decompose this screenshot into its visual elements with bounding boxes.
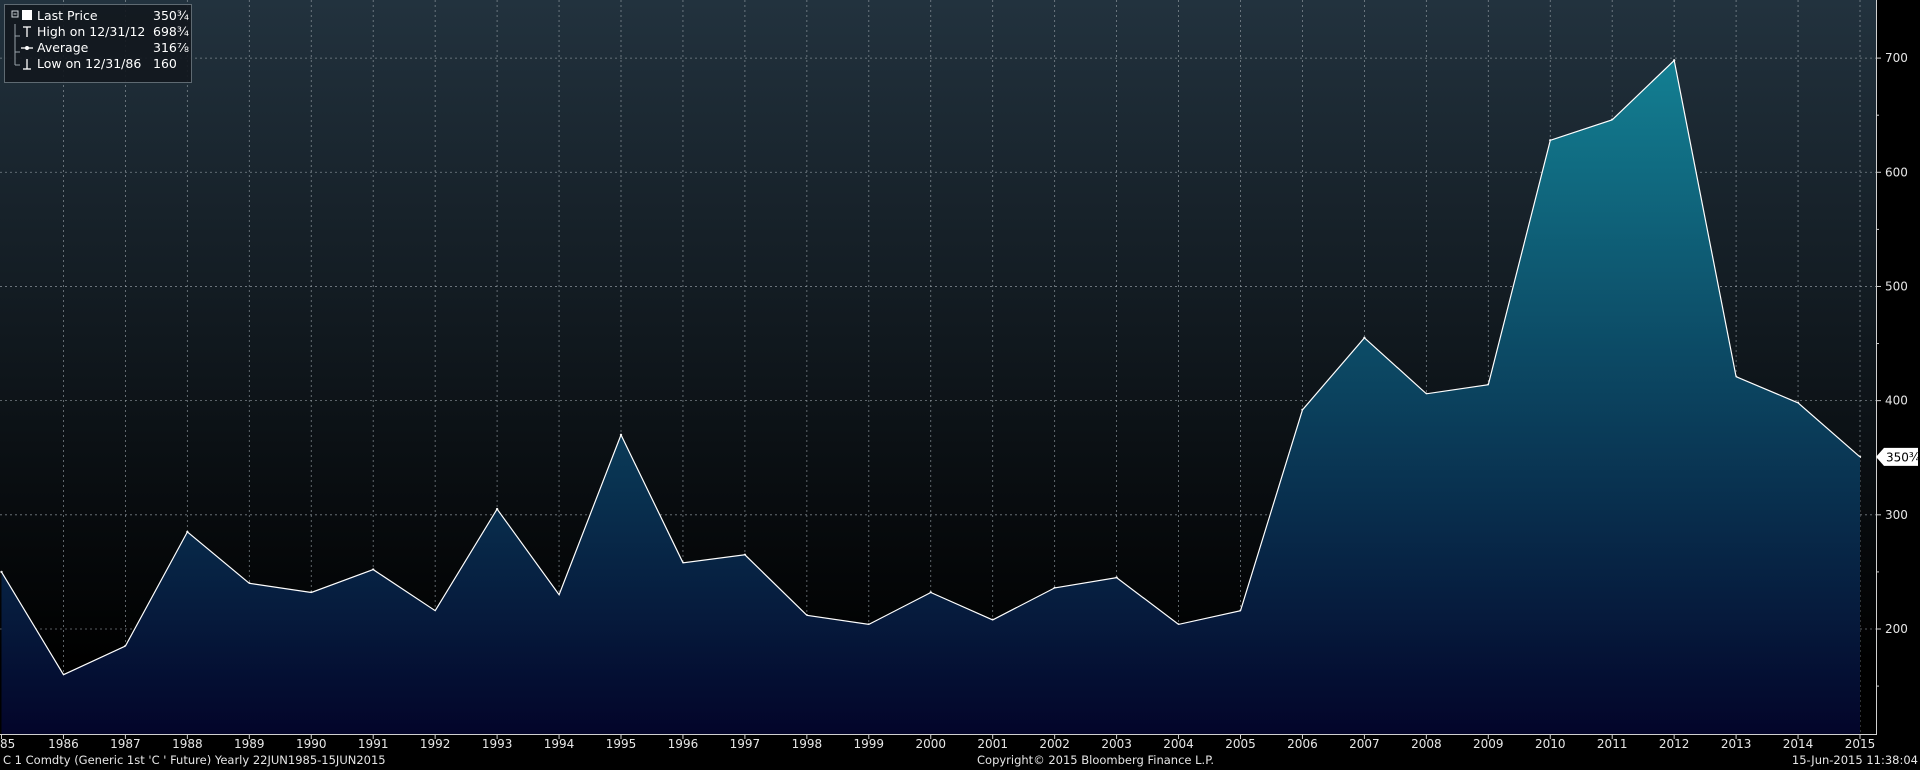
x-tick-label: 2013	[1721, 737, 1752, 751]
x-tick-label: 2012	[1659, 737, 1690, 751]
x-tick-label: 2008	[1411, 737, 1442, 751]
x-tick-label: 1999	[854, 737, 885, 751]
x-tick-label: 2010	[1535, 737, 1566, 751]
x-tick-label: 2009	[1473, 737, 1504, 751]
x-tick-label: 1991	[358, 737, 389, 751]
legend-value-average: 316⅞	[153, 40, 189, 55]
x-tick-label: 1987	[110, 737, 141, 751]
x-tick-label: 1988	[172, 737, 203, 751]
x-tick-label: 1996	[668, 737, 699, 751]
x-tick-label: 1990	[296, 737, 327, 751]
x-tick-label: 1995	[606, 737, 637, 751]
legend-value-last-price: 350¾	[153, 8, 189, 23]
x-tick-label: 1997	[730, 737, 761, 751]
legend-value-low: 160	[153, 56, 177, 71]
legend-item-high[interactable]: High on 12/31/12 698¾	[5, 24, 191, 40]
y-tick-label: 300	[1885, 508, 1908, 522]
x-tick-label: 2011	[1597, 737, 1628, 751]
x-tick-label: 2006	[1287, 737, 1318, 751]
x-tick-label: 2002	[1039, 737, 1070, 751]
legend-label-average: Average	[37, 40, 89, 55]
legend-item-low[interactable]: Low on 12/31/86 160	[5, 56, 191, 72]
y-tick-label: 500	[1885, 279, 1908, 293]
y-tick-label: 200	[1885, 622, 1908, 636]
x-tick-label: 2001	[977, 737, 1008, 751]
price-area	[1, 60, 1860, 735]
x-tick-label: 1992	[420, 737, 451, 751]
checkbox-square-icon[interactable]	[11, 8, 39, 24]
y-tick-label: 600	[1885, 165, 1908, 179]
low-marker-icon	[11, 56, 39, 72]
legend-item-average[interactable]: Average 316⅞	[5, 40, 191, 56]
legend-label-low: Low on 12/31/86	[37, 56, 142, 71]
x-tick-label: 2005	[1225, 737, 1256, 751]
x-tick-label: 2015	[1845, 737, 1876, 751]
x-tick-label: 1998	[792, 737, 823, 751]
x-tick-label: 2000	[915, 737, 946, 751]
legend-item-last-price[interactable]: Last Price 350¾	[5, 8, 191, 24]
x-tick-label: 1994	[544, 737, 575, 751]
x-tick-label: 2014	[1783, 737, 1814, 751]
x-tick-label: 85	[0, 737, 15, 751]
last-value-label: 350¾	[1886, 450, 1920, 464]
y-tick-label: 400	[1885, 394, 1908, 408]
copyright-notice: Copyright© 2015 Bloomberg Finance L.P.	[977, 753, 1214, 767]
legend-value-high: 698¾	[153, 24, 189, 39]
high-marker-icon	[11, 24, 39, 40]
x-tick-label: 2003	[1101, 737, 1132, 751]
y-tick-label: 700	[1885, 51, 1908, 65]
x-tick-label: 2007	[1349, 737, 1380, 751]
legend-label-high: High on 12/31/12	[37, 24, 146, 39]
legend-label-last-price: Last Price	[37, 8, 98, 23]
average-marker-icon	[11, 40, 39, 56]
timestamp: 15-Jun-2015 11:38:04	[1791, 753, 1918, 767]
legend: Last Price 350¾ High on 12/31/12 698¾ Av…	[4, 4, 192, 83]
last-value-tag: 350¾	[1876, 447, 1920, 466]
axes: 85 1986 1987 1988 1989 1990 1991 1992 1993 1994 19…	[0, 51, 1908, 751]
x-tick-label: 1986	[48, 737, 79, 751]
x-tick-label: 1989	[234, 737, 265, 751]
price-line	[0, 59, 1861, 676]
x-tick-label: 2004	[1163, 737, 1194, 751]
x-tick-label: 1993	[482, 737, 513, 751]
security-description: C 1 Comdty (Generic 1st 'C ' Future) Yea…	[3, 753, 386, 767]
